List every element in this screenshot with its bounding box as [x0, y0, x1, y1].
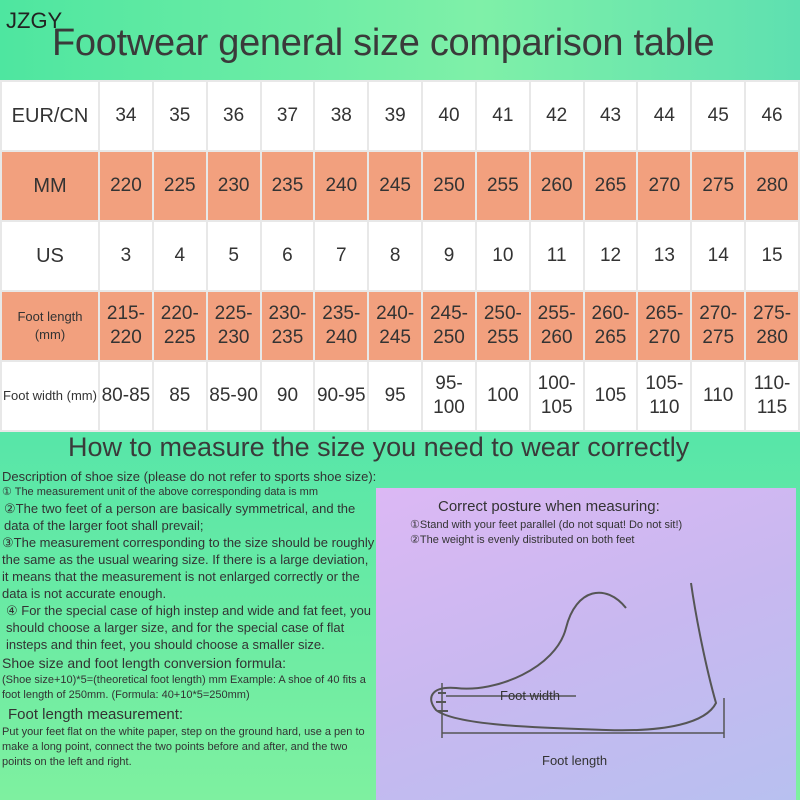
row-label: EUR/CN [2, 82, 98, 150]
table-cell: 95 [369, 362, 422, 430]
table-cell: 39 [369, 82, 422, 150]
table-cell: 235-240 [315, 292, 368, 360]
table-cell: 10 [476, 222, 529, 290]
size-table: EUR/CN 34 35 36 37 38 39 40 41 42 43 44 45 46 MM 220 225… [0, 80, 800, 432]
table-cell: 220 [100, 152, 152, 220]
row-label: Foot length (mm) [2, 292, 98, 360]
posture-item: ①Stand with your feet parallel (do not s… [410, 519, 683, 531]
measure-text: Put your feet flat on the white paper, s… [2, 726, 365, 768]
table-cell: 41 [476, 82, 529, 150]
page-title: Footwear general size comparison table [52, 22, 715, 64]
table-cell: 90 [261, 362, 314, 430]
table-cell: 250-255 [476, 292, 529, 360]
row-label: US [2, 222, 98, 290]
table-cell: 225 [153, 152, 206, 220]
table-cell: 110-115 [746, 362, 798, 430]
posture-item: ②The weight is evenly distributed on bot… [410, 534, 635, 546]
posture-title: Correct posture when measuring: [438, 498, 660, 515]
table-cell: 36 [207, 82, 260, 150]
formula-heading: Shoe size and foot length conversion for… [2, 655, 287, 671]
foot-width-label: Foot width [500, 688, 560, 703]
table-cell: 230-235 [261, 292, 314, 360]
table-cell: 100-105 [530, 362, 583, 430]
table-cell: 220-225 [153, 292, 206, 360]
table-cell: 255 [476, 152, 529, 220]
table-row: US 3 4 5 6 7 8 9 10 11 12 13 14 15 [2, 222, 798, 290]
table-cell: 280 [746, 152, 798, 220]
table-cell: 90-95 [315, 362, 368, 430]
table-cell: 40 [423, 82, 475, 150]
table-cell: 5 [207, 222, 260, 290]
description-block: Description of shoe size (please do not … [2, 468, 378, 770]
table-cell: 13 [638, 222, 691, 290]
table-cell: 250 [423, 152, 475, 220]
table-cell: 265-270 [638, 292, 691, 360]
table-row: EUR/CN 34 35 36 37 38 39 40 41 42 43 44 45 46 [2, 82, 798, 150]
table-cell: 225-230 [207, 292, 260, 360]
table-cell: 4 [153, 222, 206, 290]
table-cell: 260-265 [584, 292, 637, 360]
table-cell: 34 [100, 82, 152, 150]
row-label: Foot width (mm) [2, 362, 98, 430]
table-cell: 270-275 [692, 292, 745, 360]
measure-heading: Foot length measurement: [8, 706, 184, 723]
table-cell: 3 [100, 222, 152, 290]
foot-length-label: Foot length [542, 753, 608, 768]
posture-panel: Correct posture when measuring: ①Stand w… [376, 488, 796, 800]
table-cell: 240-245 [369, 292, 422, 360]
table-row: Foot width (mm) 80-85 85 85-90 90 90-95 95 95-1… [2, 362, 798, 430]
table-cell: 80-85 [100, 362, 152, 430]
foot-diagram-icon [430, 582, 725, 738]
section-title: How to measure the size you need to wear… [68, 432, 690, 462]
table-cell: 95-100 [423, 362, 475, 430]
table-cell: 8 [369, 222, 422, 290]
table-cell: 42 [530, 82, 583, 150]
description-item: ④ For the special case of high instep an… [6, 603, 372, 652]
table-cell: 260 [530, 152, 583, 220]
table-cell: 230 [207, 152, 260, 220]
table-cell: 110 [692, 362, 745, 430]
table-cell: 240 [315, 152, 368, 220]
table-cell: 235 [261, 152, 314, 220]
table-cell: 105 [584, 362, 637, 430]
description-heading: Description of shoe size (please do not … [2, 469, 377, 484]
formula-text: (Shoe size+10)*5=(theoretical foot lengt… [2, 674, 366, 701]
description-item: ②The two feet of a person are basically … [4, 501, 356, 533]
table-cell: 12 [584, 222, 637, 290]
table-cell: 255-260 [530, 292, 583, 360]
table-cell: 275-280 [746, 292, 798, 360]
table-cell: 245 [369, 152, 422, 220]
table-cell: 6 [261, 222, 314, 290]
table-cell: 105-110 [638, 362, 691, 430]
table-cell: 7 [315, 222, 368, 290]
table-cell: 85-90 [207, 362, 260, 430]
description-item: ① The measurement unit of the above corr… [2, 486, 318, 498]
description-item: ③The measurement corresponding to the si… [2, 535, 375, 601]
table-cell: 43 [584, 82, 637, 150]
table-cell: 35 [153, 82, 206, 150]
table-cell: 275 [692, 152, 745, 220]
table-cell: 100 [476, 362, 529, 430]
table-cell: 44 [638, 82, 691, 150]
table-cell: 245-250 [423, 292, 475, 360]
brand-logo: JZGY [6, 8, 63, 33]
table-cell: 37 [261, 82, 314, 150]
header: JZGY Footwear general size comparison ta… [0, 0, 800, 80]
table-row: Foot length (mm) 215-220 220-225 225-230 230… [2, 292, 798, 360]
table-cell: 9 [423, 222, 475, 290]
row-label: MM [2, 152, 98, 220]
table-row: MM 220 225 230 235 240 245 250 255 260 265 270 275 28… [2, 152, 798, 220]
table-cell: 15 [746, 222, 798, 290]
table-cell: 270 [638, 152, 691, 220]
table-cell: 265 [584, 152, 637, 220]
table-cell: 85 [153, 362, 206, 430]
table-cell: 38 [315, 82, 368, 150]
table-cell: 215-220 [100, 292, 152, 360]
table-cell: 11 [530, 222, 583, 290]
table-cell: 45 [692, 82, 745, 150]
table-cell: 46 [746, 82, 798, 150]
table-cell: 14 [692, 222, 745, 290]
